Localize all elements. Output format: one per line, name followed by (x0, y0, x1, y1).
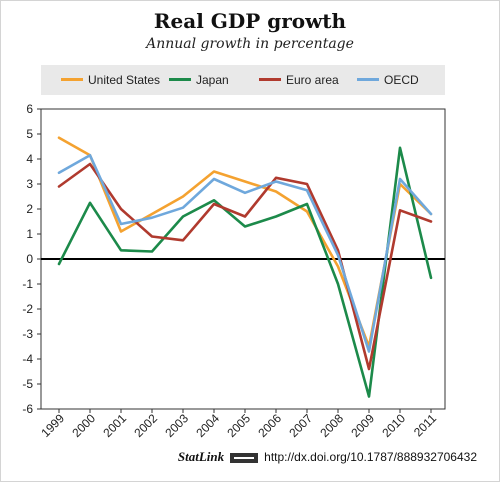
legend-swatch-united-states (61, 78, 83, 82)
y-tick-label: -6 (22, 402, 33, 416)
statlink-url[interactable]: http://dx.doi.org/10.1787/888932706432 (264, 450, 477, 464)
y-tick-label: 1 (26, 227, 33, 241)
x-tick-label: 2009 (348, 411, 377, 440)
legend-swatch-euro-area (259, 78, 281, 82)
x-tick-label: 2005 (224, 411, 253, 440)
legend-item-japan: Japan (169, 73, 229, 87)
statlink-icon (230, 452, 259, 463)
y-tick-label: -4 (22, 352, 33, 366)
chart-subtitle: Annual growth in percentage (146, 36, 354, 52)
legend-label-japan: Japan (196, 73, 229, 87)
y-tick-label: -3 (22, 327, 33, 341)
y-tick-label: 2 (26, 202, 33, 216)
legend-item-euro-area: Euro area (259, 73, 339, 87)
legend-swatch-japan (169, 78, 191, 82)
legend-item-oecd: OECD (357, 73, 419, 87)
legend-item-united-states: United States (61, 73, 160, 87)
legend-label-oecd: OECD (384, 73, 419, 87)
x-tick-label: 2010 (379, 411, 408, 440)
legend-label-euro-area: Euro area (286, 73, 339, 87)
statlink-footer: StatLink http://dx.doi.org/10.1787/888932… (178, 449, 477, 465)
x-tick-label: 2007 (286, 411, 315, 440)
y-tick-label: -1 (22, 277, 33, 291)
y-tick-label: 6 (26, 102, 33, 116)
legend-label-united-states: United States (88, 73, 161, 87)
chart-title: Real GDP growth (153, 9, 347, 33)
x-tick-label: 2002 (131, 411, 160, 440)
y-tick-label: -5 (22, 377, 33, 391)
y-tick-label: 3 (26, 177, 33, 191)
series-line-japan (57, 146, 433, 398)
y-tick-label: 4 (26, 152, 33, 166)
x-tick-label: 2011 (411, 411, 439, 439)
legend-swatch-oecd (357, 78, 379, 82)
y-tick-label: 0 (26, 252, 33, 266)
series-line-oecd (57, 154, 433, 353)
series-line-euro-area (57, 162, 433, 371)
chart-legend: United States Japan Euro area OECD (41, 65, 445, 95)
x-tick-label: 2003 (162, 411, 191, 440)
x-tick-label: 2006 (255, 411, 284, 440)
x-tick-label: 2008 (317, 411, 346, 440)
x-tick-label: 1999 (38, 411, 67, 440)
x-tick-label: 2004 (193, 411, 222, 440)
y-tick-label: -2 (22, 302, 33, 316)
statlink-label: StatLink (177, 449, 225, 464)
x-tick-label: 2000 (69, 411, 98, 440)
x-tick-label: 2001 (100, 411, 129, 440)
y-tick-label: 5 (26, 127, 33, 141)
